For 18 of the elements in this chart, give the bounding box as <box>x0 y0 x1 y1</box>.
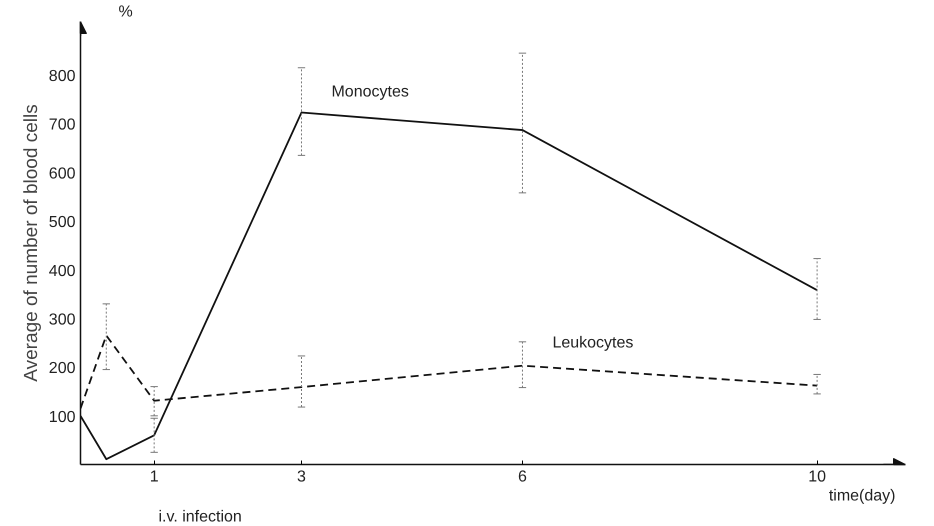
text: % <box>118 4 133 20</box>
x-tick-label: 3 <box>297 468 306 486</box>
y-tick-label: 500 <box>48 214 76 232</box>
y-tick-label: 300 <box>48 311 76 328</box>
series-label: Leukocytes <box>552 334 634 352</box>
y-tick-label: 700 <box>48 116 76 134</box>
y-tick-label: 600 <box>48 165 76 182</box>
x-axis-title: time(day) <box>828 488 896 504</box>
y-tick-label: 200 <box>48 360 76 378</box>
x-tick-label: 6 <box>518 468 528 486</box>
x-tick-label: 1 <box>150 468 159 486</box>
series-label: Monocytes <box>331 84 409 101</box>
y-tick-label: 400 <box>48 262 76 280</box>
x-tick-label: 10 <box>808 468 826 486</box>
y-tick-label: 100 <box>48 408 76 426</box>
y-tick-label: 800 <box>48 68 76 86</box>
y-axis-title: Average of number of blood cells <box>20 104 42 382</box>
text: i.v. infection <box>158 508 242 526</box>
